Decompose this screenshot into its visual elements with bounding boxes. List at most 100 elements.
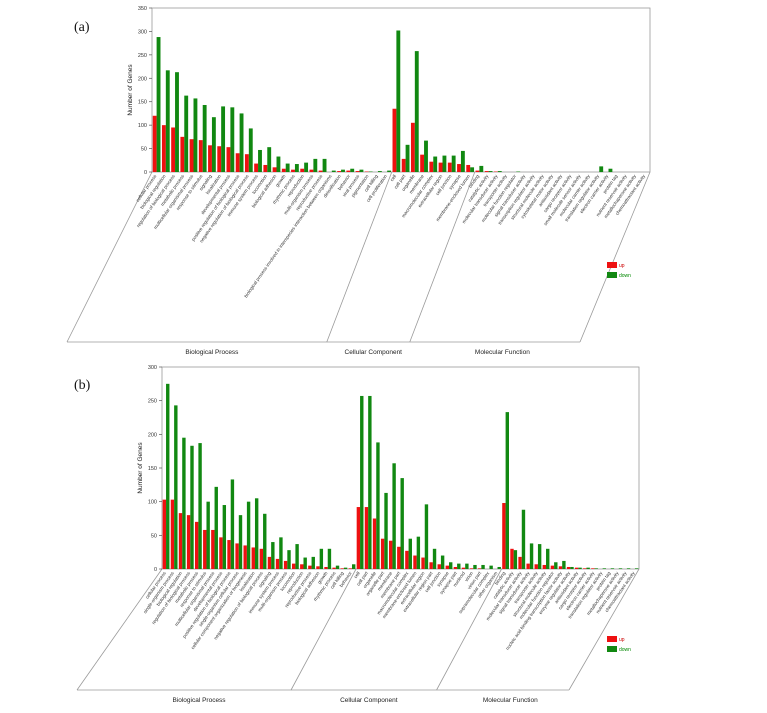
bar-up (466, 164, 471, 172)
y-axis-label: Number of Genes (137, 442, 144, 494)
y-tick-label: 350 (138, 6, 147, 12)
bar-up (574, 567, 579, 569)
bar-up (161, 125, 166, 172)
bar-down (562, 560, 566, 569)
bar-up (429, 562, 433, 569)
bar-down (537, 544, 542, 569)
bar-up (355, 171, 360, 172)
bar-up (318, 170, 323, 172)
bar-down (513, 550, 518, 569)
bar-down (184, 95, 189, 172)
y-tick-label: 150 (148, 466, 157, 472)
bar-up (534, 564, 538, 569)
bar-up (217, 146, 222, 172)
bar-down (376, 442, 380, 569)
bar-up (413, 555, 417, 569)
bar-down (304, 162, 309, 172)
bar-up (171, 127, 176, 172)
bar-down (610, 568, 615, 569)
bar-down (578, 567, 582, 569)
bar-down (287, 550, 291, 569)
bar-up (401, 158, 406, 172)
bar-up (542, 564, 547, 569)
bar-down (473, 564, 477, 569)
bar-down (465, 563, 469, 569)
bar-down (182, 437, 186, 569)
bar-down (238, 515, 243, 569)
bar-down (202, 104, 207, 172)
legend-label-down: down (619, 273, 631, 279)
bar-down (505, 412, 509, 569)
bar-down (230, 107, 235, 172)
bar-up (180, 136, 185, 172)
bar-up (566, 566, 571, 569)
bar-down (497, 171, 502, 172)
group-separator (326, 171, 393, 343)
y-tick-label: 0 (154, 567, 157, 573)
bar-down (387, 170, 392, 172)
bar-up (309, 169, 314, 172)
legend-swatch-up (607, 636, 617, 642)
y-tick-label: 50 (141, 147, 147, 153)
bar-up (324, 566, 328, 569)
bar-down (451, 155, 456, 172)
bar-up (170, 499, 175, 569)
bar-up (281, 168, 286, 172)
bar-up (518, 556, 522, 569)
bar-down (497, 566, 501, 569)
perspective-line (568, 568, 640, 691)
group-label: Cellular Component (345, 349, 403, 356)
bar-down (432, 548, 437, 569)
bar-up (275, 558, 280, 569)
bar-down (350, 168, 355, 172)
bar-down (618, 568, 623, 569)
bar-down (285, 163, 290, 172)
bar-up (558, 566, 563, 569)
legend-label-down: down (619, 647, 631, 653)
bar-up (203, 529, 207, 569)
chart-panel-a: 0 50 100 150 200 250 300 350 Number of Genes cell… (66, 6, 651, 356)
bar-up (550, 565, 555, 569)
legend-swatch-up (607, 262, 617, 268)
bar-down (626, 568, 631, 569)
bar-down (359, 169, 364, 172)
panel-b-label: (b) (74, 378, 91, 393)
bar-up (189, 139, 194, 172)
bar-up (421, 557, 425, 569)
panel-a-label: (a) (74, 20, 90, 35)
bar-down (408, 538, 412, 569)
bar-down (392, 463, 396, 569)
bar-down (488, 171, 493, 172)
bar-up (348, 568, 352, 569)
bar-up (392, 108, 397, 172)
bar-up (356, 507, 361, 569)
bar-down (586, 567, 590, 569)
bar-down (405, 144, 410, 172)
bar-down (254, 498, 259, 569)
bar-down (311, 556, 315, 569)
bar-down (319, 548, 324, 569)
legend-label-up: up (619, 263, 625, 269)
y-tick-label: 50 (151, 533, 157, 539)
bar-up (194, 521, 199, 569)
bar-up (292, 563, 296, 569)
perspective-line (579, 171, 651, 343)
bar-down (331, 170, 336, 172)
bar-down (267, 147, 272, 172)
plot-frame (151, 7, 651, 173)
bar-down (481, 564, 485, 569)
y-tick-label: 0 (144, 170, 147, 176)
bar-up (308, 565, 312, 569)
bar-up (227, 540, 231, 569)
bar-up (380, 538, 385, 569)
legend-swatch-down (607, 272, 617, 278)
bar-up (397, 546, 401, 569)
bar-down (599, 166, 604, 172)
bar-up (420, 154, 425, 172)
y-tick-label: 150 (138, 100, 147, 106)
bar-down (295, 544, 299, 569)
bar-down (460, 150, 465, 172)
bar-down (442, 155, 447, 172)
bar-up (162, 499, 167, 569)
bar-down (271, 542, 275, 569)
